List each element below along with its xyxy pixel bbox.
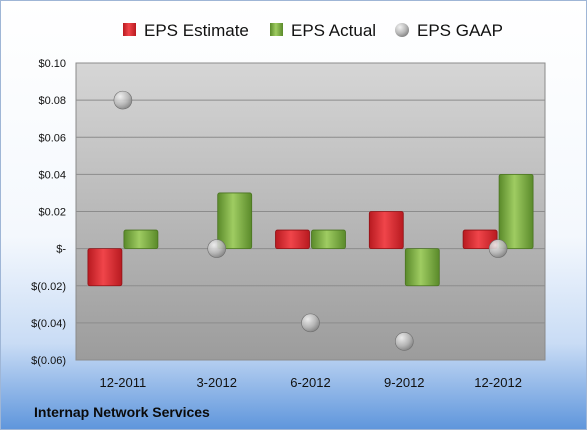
y-tick-label: $(0.02) bbox=[31, 281, 66, 293]
x-axis-ticks: 12-2011 3-2012 6-2012 9-2012 12-2012 bbox=[100, 375, 522, 390]
eps-gaap-marker bbox=[394, 332, 414, 351]
legend-label-gaap: EPS GAAP bbox=[417, 21, 503, 40]
eps-estimate-bar bbox=[87, 248, 123, 287]
eps-gaap-marker bbox=[301, 313, 320, 333]
x-category-label: 12-2011 bbox=[100, 375, 147, 390]
y-tick-label: $0.02 bbox=[38, 207, 66, 219]
legend-item-eps-gaap: EPS GAAP bbox=[395, 21, 503, 40]
x-category-label: 9-2012 bbox=[384, 375, 424, 390]
eps-actual-bar bbox=[123, 229, 159, 250]
eps-gaap-marker bbox=[113, 90, 133, 110]
company-caption: Internap Network Services bbox=[34, 404, 210, 420]
legend-swatch-gaap bbox=[395, 23, 409, 37]
legend-label-actual: EPS Actual bbox=[291, 21, 376, 40]
legend-swatch-actual bbox=[270, 23, 283, 36]
legend-label-estimate: EPS Estimate bbox=[144, 21, 249, 40]
y-tick-label: $(0.04) bbox=[31, 318, 66, 330]
eps-gaap-marker bbox=[207, 239, 226, 258]
y-tick-label: $0.06 bbox=[38, 132, 66, 144]
eps-actual-bar bbox=[217, 192, 253, 250]
y-tick-label: $0.10 bbox=[38, 58, 66, 70]
eps-estimate-bar bbox=[462, 229, 498, 250]
legend-item-eps-estimate: EPS Estimate bbox=[123, 21, 249, 40]
x-category-label: 12-2012 bbox=[474, 375, 522, 390]
eps-estimate-bar bbox=[368, 211, 404, 250]
eps-estimate-bar bbox=[275, 229, 310, 250]
y-tick-label: $(0.06) bbox=[31, 355, 66, 367]
legend-swatch-estimate bbox=[123, 23, 136, 36]
eps-actual-bar bbox=[404, 248, 440, 287]
y-tick-label: $0.08 bbox=[38, 95, 66, 107]
eps-actual-bar bbox=[311, 229, 346, 250]
y-tick-label: $0.04 bbox=[38, 169, 66, 181]
x-category-label: 6-2012 bbox=[290, 375, 330, 390]
eps-gaap-marker bbox=[488, 239, 508, 258]
y-tick-label: $- bbox=[56, 244, 66, 256]
y-axis-ticks: $0.10 $0.08 $0.06 $0.04 $0.02 $- $(0.02) $(0.04… bbox=[31, 58, 66, 367]
x-category-label: 3-2012 bbox=[196, 375, 236, 390]
eps-actual-bar bbox=[498, 173, 534, 250]
chart-marks bbox=[87, 90, 534, 351]
legend-item-eps-actual: EPS Actual bbox=[270, 21, 376, 40]
legend: EPS Estimate EPS Actual EPS GAAP bbox=[123, 21, 503, 40]
